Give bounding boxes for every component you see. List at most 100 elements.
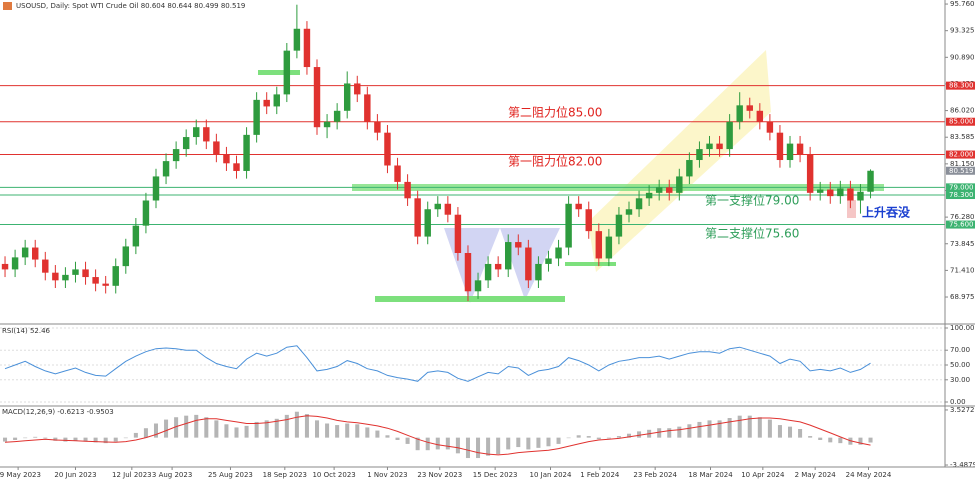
candle-body: [786, 143, 794, 161]
macd-bar: [717, 420, 722, 438]
macd-bar: [395, 437, 400, 440]
macd-bar: [858, 437, 863, 445]
candle-body: [635, 198, 643, 210]
level-label: 88.300: [949, 82, 974, 90]
annotation: 第二阻力位85.00: [508, 105, 602, 120]
macd-bar: [214, 420, 219, 438]
candle-body: [142, 200, 150, 226]
candle-body: [776, 132, 784, 161]
macd-bar: [657, 428, 662, 438]
candle-body: [847, 188, 854, 201]
candle-body: [52, 272, 59, 281]
candle-body: [454, 214, 462, 253]
candle-body: [696, 149, 703, 161]
candle-body: [505, 242, 512, 270]
candle-body: [273, 94, 280, 107]
candle-body: [535, 263, 542, 281]
macd-bar: [727, 418, 732, 438]
macd-bar: [828, 437, 833, 443]
candle-body: [283, 50, 291, 95]
candle-body: [816, 189, 824, 193]
rsi-line: [4, 345, 871, 382]
macd-bar: [153, 423, 159, 438]
level-label: 78.300: [949, 191, 974, 199]
chart-title: USOUSD, Daily: Spot WTI Crude Oil 80.604…: [16, 2, 245, 10]
macd-title: MACD(12,26,9) -0.6213 -0.9503: [2, 408, 114, 416]
candle-body: [82, 269, 89, 278]
candle-body: [303, 28, 311, 68]
macd-bar: [184, 415, 189, 438]
macd-bar: [435, 437, 440, 450]
macd-bar: [677, 426, 682, 438]
macd-bar: [274, 418, 279, 438]
macd-bar: [476, 437, 481, 459]
channel: [588, 50, 771, 272]
level-box: [946, 81, 975, 90]
macd-bar: [415, 437, 420, 451]
candle-body: [615, 214, 623, 237]
macd-bar: [174, 417, 179, 438]
macd-bar: [385, 435, 390, 438]
macd-bar: [425, 437, 430, 451]
y-tick-label: 50.00: [950, 361, 970, 369]
macd-bar: [626, 433, 632, 438]
candle-body: [555, 247, 562, 259]
macd-bar: [637, 431, 642, 438]
candle-body: [525, 247, 532, 281]
candle-body: [253, 99, 260, 135]
macd-bar: [737, 415, 742, 438]
candle-body: [32, 247, 39, 260]
candle-body: [182, 137, 190, 150]
y-tick-label: 73.845: [950, 240, 975, 248]
level-label: 79.000: [949, 183, 974, 191]
level-label: 82.000: [949, 151, 974, 159]
macd-bar: [596, 437, 601, 440]
macd-bar: [465, 437, 470, 459]
macd-bar: [244, 425, 249, 438]
level-box: [946, 183, 975, 192]
macd-bar: [838, 437, 843, 444]
candle-body: [585, 209, 592, 232]
x-tick-label: 23 Feb 2024: [633, 471, 677, 479]
annotation: 第二支撑位75.60: [705, 226, 799, 241]
level-label: 75.600: [949, 221, 974, 229]
candle-body: [354, 83, 361, 95]
last-price-label: 80.519: [949, 167, 974, 175]
candle-body: [243, 134, 250, 171]
x-tick-label: 18 Sep 2023: [263, 471, 307, 479]
macd-bar: [284, 414, 289, 438]
annotation: 第一阻力位82.00: [508, 154, 602, 169]
candle-body: [384, 132, 391, 166]
rsi-title: RSI(14) 52.46: [2, 327, 51, 335]
candle-body: [666, 187, 673, 193]
engulf-mark: [847, 200, 856, 218]
y-tick-label: 93.325: [950, 27, 975, 35]
candle-body: [263, 99, 270, 107]
macd-bar: [808, 436, 813, 438]
macd-bar: [455, 437, 460, 454]
bottom-band: [375, 296, 565, 302]
macd-bar: [757, 417, 762, 438]
macd-bar: [506, 437, 511, 450]
candle-body: [132, 225, 140, 247]
macd-bar: [345, 423, 350, 438]
candle-body: [655, 187, 663, 193]
candle-body: [92, 277, 99, 284]
macd-bar: [586, 436, 591, 438]
candle-body: [11, 257, 19, 270]
level-box: [946, 220, 975, 229]
candle-body: [394, 165, 401, 182]
macd-bar: [294, 411, 299, 438]
candle-body: [595, 231, 603, 259]
candle-body: [203, 127, 210, 142]
candle-body: [827, 189, 834, 197]
candle-body: [323, 121, 331, 128]
x-tick-label: 15 Dec 2023: [473, 471, 518, 479]
candle-body: [152, 176, 160, 201]
macd-bar: [526, 437, 531, 450]
candle-body: [223, 154, 230, 164]
candle-body: [193, 127, 200, 138]
candle-body: [404, 181, 411, 199]
macd-bar: [405, 437, 410, 444]
